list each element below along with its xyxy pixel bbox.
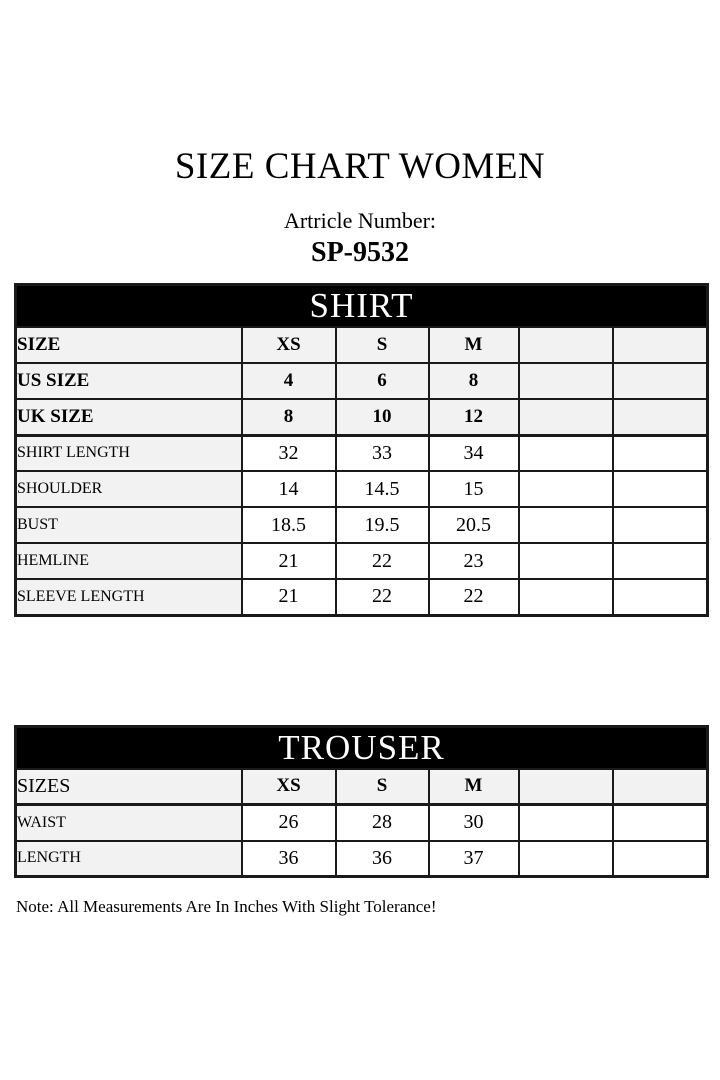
table-header-title: SHIRT: [14, 283, 709, 328]
measurement-value-cell: 22: [334, 542, 430, 580]
row-label: UK SIZE: [14, 398, 243, 437]
measurement-value-cell: 21: [240, 578, 337, 616]
size-value-cell: [517, 767, 614, 806]
measurement-value-cell: 14: [240, 470, 337, 508]
measurement-value-cell: 36: [240, 839, 337, 878]
table-header-band: TROUSER: [14, 725, 709, 770]
measurement-value-cell: 20.5: [427, 506, 520, 544]
page-title: SIZE CHART WOMEN: [174, 146, 546, 187]
measurement-value-cell: 37: [427, 839, 520, 878]
measurement-row: WAIST 26 28 30: [14, 803, 709, 842]
size-value-cell: [611, 362, 709, 400]
row-label: BUST: [14, 506, 243, 544]
size-value-cell: 12: [427, 398, 520, 437]
row-label: SHIRT LENGTH: [14, 434, 243, 472]
measurement-value-cell: [611, 506, 709, 544]
row-label: SIZE: [14, 326, 243, 364]
measurement-value-cell: 14.5: [334, 470, 430, 508]
row-label: WAIST: [14, 803, 243, 842]
measurement-value-cell: 30: [427, 803, 520, 842]
size-value-cell: 8: [427, 362, 520, 400]
size-value-cell: S: [334, 767, 430, 806]
measurement-value-cell: [517, 470, 614, 508]
measurement-note: Note: All Measurements Are In Inches Wit…: [16, 897, 437, 916]
size-value-cell: M: [427, 767, 520, 806]
size-value-cell: 4: [240, 362, 337, 400]
measurement-value-cell: [517, 803, 614, 842]
trouser-size-table: TROUSER SIZES XS S M WAIST 26 28 30 LENGTH 36 36 37: [14, 724, 710, 878]
size-value-cell: 8: [240, 398, 337, 437]
measurement-value-cell: [517, 506, 614, 544]
measurement-value-cell: [611, 470, 709, 508]
size-value-cell: [517, 326, 614, 364]
measurement-value-cell: 36: [334, 839, 430, 878]
measurement-value-cell: [517, 839, 614, 878]
measurement-row: SLEEVE LENGTH 21 22 22: [14, 578, 709, 616]
size-value-cell: M: [427, 326, 520, 364]
shirt-size-table: SHIRT SIZE XS S M US SIZE 4 6 8 UK SIZE 8 10 12 SHIRT…: [14, 283, 710, 617]
measurement-value-cell: [517, 542, 614, 580]
row-label: SLEEVE LENGTH: [14, 578, 243, 616]
measurement-value-cell: 18.5: [240, 506, 337, 544]
measurement-value-cell: [611, 578, 709, 616]
measurement-value-cell: 32: [240, 434, 337, 472]
measurement-value-cell: 22: [334, 578, 430, 616]
measurement-row: LENGTH 36 36 37: [14, 839, 709, 878]
measurement-value-cell: 21: [240, 542, 337, 580]
size-value-cell: 10: [334, 398, 430, 437]
measurement-value-cell: [611, 839, 709, 878]
size-value-cell: S: [334, 326, 430, 364]
measurement-value-cell: 26: [240, 803, 337, 842]
measurement-value-cell: 19.5: [334, 506, 430, 544]
measurement-value-cell: [611, 803, 709, 842]
size-value-cell: XS: [240, 767, 337, 806]
size-row: UK SIZE 8 10 12: [14, 398, 709, 437]
size-value-cell: 6: [334, 362, 430, 400]
measurement-value-cell: [611, 434, 709, 472]
measurement-row: HEMLINE 21 22 23: [14, 542, 709, 580]
size-value-cell: XS: [240, 326, 337, 364]
measurement-value-cell: 15: [427, 470, 520, 508]
measurement-value-cell: [517, 578, 614, 616]
size-value-cell: [611, 326, 709, 364]
measurement-value-cell: 22: [427, 578, 520, 616]
row-label: SHOULDER: [14, 470, 243, 508]
article-number: SP-9532: [311, 237, 409, 268]
size-value-cell: [517, 398, 614, 437]
table-header-band: SHIRT: [14, 283, 709, 328]
size-value-cell: [611, 767, 709, 806]
measurement-value-cell: 23: [427, 542, 520, 580]
size-row: US SIZE 4 6 8: [14, 362, 709, 400]
measurement-value-cell: 33: [334, 434, 430, 472]
row-label: HEMLINE: [14, 542, 243, 580]
row-label: US SIZE: [14, 362, 243, 400]
size-value-cell: [517, 362, 614, 400]
measurement-value-cell: 28: [334, 803, 430, 842]
measurement-row: BUST 18.5 19.5 20.5: [14, 506, 709, 544]
article-number-label: Artricle Number:: [283, 208, 437, 233]
measurement-value-cell: [517, 434, 614, 472]
measurement-row: SHIRT LENGTH 32 33 34: [14, 434, 709, 472]
row-label: LENGTH: [14, 839, 243, 878]
size-value-cell: [611, 398, 709, 437]
table-header-title: TROUSER: [14, 725, 709, 770]
size-row: SIZES XS S M: [14, 767, 709, 806]
measurement-row: SHOULDER 14 14.5 15: [14, 470, 709, 508]
measurement-value-cell: 34: [427, 434, 520, 472]
row-label: SIZES: [14, 767, 243, 806]
measurement-value-cell: [611, 542, 709, 580]
size-row: SIZE XS S M: [14, 326, 709, 364]
